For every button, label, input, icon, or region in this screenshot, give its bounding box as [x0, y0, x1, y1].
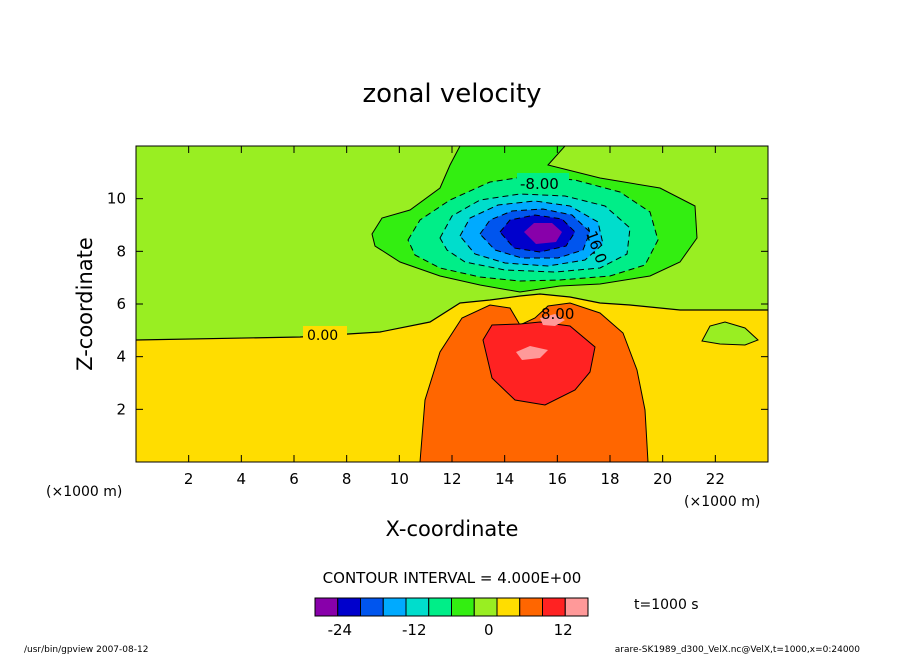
colorbar-swatch [451, 597, 475, 617]
contour-region-pink-2 [540, 314, 565, 326]
colorbar-swatch [314, 597, 339, 617]
colorbar-swatch [337, 597, 361, 617]
x-tick-label: 4 [237, 470, 247, 488]
y-axis: 2 4 6 8 10 [107, 190, 768, 418]
contour-region-red [482, 321, 596, 406]
x-tick-label: 2 [184, 470, 194, 488]
colorbar: -24 -12 0 12 [314, 597, 589, 639]
colorbar-tick-label: 0 [484, 621, 494, 639]
contour-interval-label: CONTOUR INTERVAL = 4.000E+00 [323, 569, 582, 587]
x-tick-label: 8 [342, 470, 352, 488]
y-tick-label: 10 [107, 190, 126, 208]
x-axis: 2 4 6 8 10 12 14 16 18 20 22 [184, 146, 725, 488]
contour-region-pink-1 [516, 346, 548, 360]
chart-title: zonal velocity [362, 79, 541, 109]
colorbar-swatch [564, 597, 589, 617]
x-tick-label: 10 [390, 470, 409, 488]
x-tick-label: 18 [600, 470, 619, 488]
y-tick-label: 2 [116, 400, 126, 418]
x-tick-label: 22 [706, 470, 725, 488]
x-unit-left-label: (×1000 m) [46, 484, 122, 500]
x-tick-label: 20 [653, 470, 672, 488]
footer-left: /usr/bin/gpview 2007-08-12 [24, 645, 148, 654]
colorbar-tick-label: -24 [328, 621, 353, 639]
x-unit-right-label: (×1000 m) [684, 494, 760, 510]
colorbar-tick-label: 12 [554, 621, 573, 639]
x-tick-label: 12 [442, 470, 461, 488]
y-tick-label: 8 [116, 242, 126, 260]
contour-line-zero [136, 293, 768, 341]
contour-field: 0.00 -8.00 -16.0 8.00 [136, 146, 768, 462]
colorbar-swatch [542, 597, 566, 617]
y-tick-label: 6 [116, 295, 126, 313]
x-axis-title: X-coordinate [386, 517, 519, 541]
contour-label-minus8: -8.00 [520, 175, 559, 193]
contour-region-purple [524, 223, 562, 244]
x-tick-label: 14 [495, 470, 514, 488]
x-tick-label: 6 [289, 470, 299, 488]
contour-label-zero: 0.00 [307, 328, 338, 344]
time-label: t=1000 s [634, 597, 699, 613]
colorbar-tick-label: -12 [402, 621, 427, 639]
x-tick-label: 16 [548, 470, 567, 488]
y-tick-label: 4 [116, 348, 126, 366]
footer-right: arare-SK1989_d300_VelX.nc@VelX,t=1000,x=… [615, 645, 860, 654]
colorbar-swatch [382, 597, 407, 617]
colorbar-swatch [428, 597, 452, 617]
contour-label-minus8-bg [517, 173, 569, 191]
y-axis-title: Z-coordinate [73, 237, 97, 371]
colorbar-swatch [473, 597, 498, 617]
contour-region-small-green [701, 321, 759, 346]
colorbar-swatch [360, 597, 384, 617]
colorbar-swatch [405, 597, 430, 617]
colorbar-swatch [496, 597, 521, 617]
contour-label-plus8: 8.00 [541, 305, 574, 323]
contour-label-zero-bg [303, 326, 347, 342]
colorbar-swatch [519, 597, 543, 617]
